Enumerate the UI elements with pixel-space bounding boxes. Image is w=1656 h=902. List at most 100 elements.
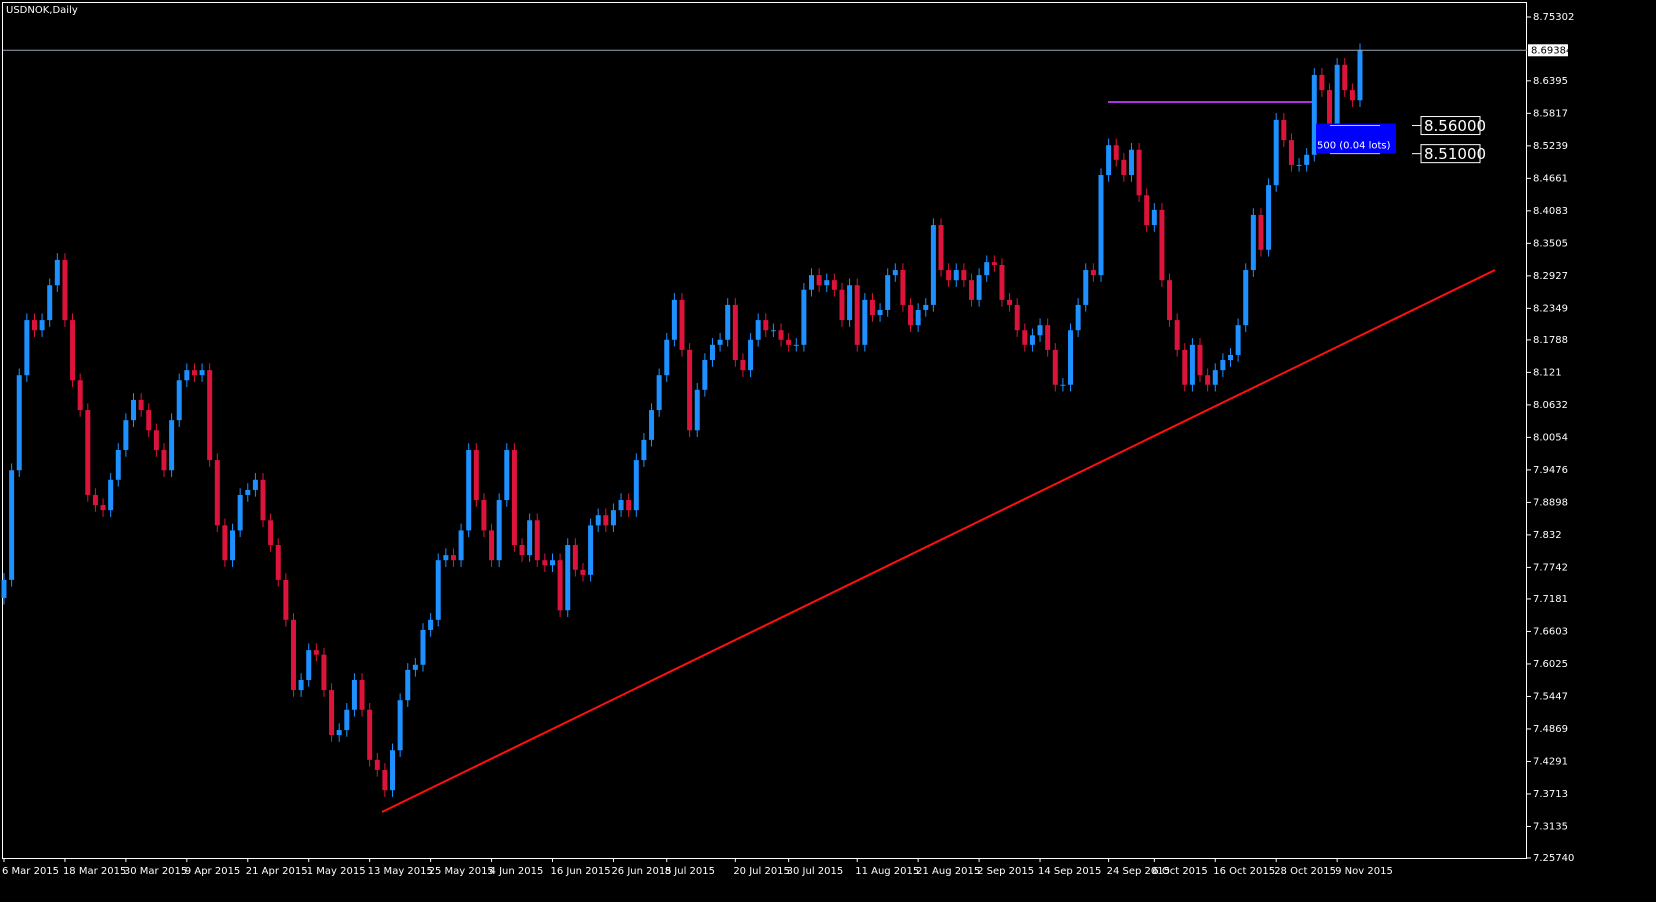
x-tick-label: 21 Aug 2015 bbox=[916, 866, 980, 877]
candle-body bbox=[222, 525, 228, 561]
candle-body bbox=[656, 375, 662, 411]
x-tick-label: 24 Sep 2015 bbox=[1107, 866, 1170, 877]
candle-body bbox=[946, 270, 952, 281]
y-tick-label: 7.9476 bbox=[1533, 465, 1568, 476]
x-tick-label: 13 May 2015 bbox=[368, 866, 433, 877]
candle-body bbox=[39, 320, 45, 331]
y-tick-label: 8.2927 bbox=[1533, 271, 1568, 282]
candle-body bbox=[92, 494, 98, 506]
y-tick-label: 8.4083 bbox=[1533, 206, 1568, 217]
candle-body bbox=[1258, 214, 1264, 250]
candle-body bbox=[519, 545, 525, 556]
candle-body bbox=[740, 360, 746, 371]
candle-body bbox=[1007, 299, 1013, 305]
candle-body bbox=[199, 370, 205, 376]
candle-body bbox=[290, 619, 296, 691]
candle-body bbox=[1167, 280, 1173, 321]
candle-body bbox=[847, 285, 853, 321]
candle-body bbox=[816, 275, 822, 286]
candle-body bbox=[580, 569, 586, 575]
candle-body bbox=[306, 650, 312, 680]
candle-body bbox=[298, 679, 304, 691]
candle-body bbox=[991, 262, 997, 265]
candle-body bbox=[252, 479, 258, 490]
candle-body bbox=[1319, 74, 1325, 91]
x-tick-label: 16 Jun 2015 bbox=[550, 866, 610, 877]
candle-body bbox=[1273, 119, 1279, 186]
y-tick-label: 7.7181 bbox=[1533, 594, 1568, 605]
order-level-label: 8.51000 bbox=[1424, 145, 1486, 163]
candle-body bbox=[1296, 164, 1302, 166]
candle-body bbox=[1106, 145, 1112, 176]
candle-body bbox=[1144, 195, 1150, 226]
candle-body bbox=[725, 304, 731, 340]
candle-body bbox=[207, 370, 213, 461]
candle-body bbox=[466, 449, 472, 531]
x-tick-label: 20 Jul 2015 bbox=[733, 866, 790, 877]
y-tick-label: 7.7742 bbox=[1533, 562, 1568, 573]
candle-body bbox=[1, 579, 7, 598]
candle-body bbox=[1022, 330, 1028, 345]
candle-body bbox=[62, 259, 68, 321]
candle-body bbox=[1189, 344, 1195, 385]
candle-body bbox=[428, 619, 434, 630]
candle-body bbox=[153, 430, 159, 450]
candle-body bbox=[702, 360, 708, 390]
candle-body bbox=[443, 555, 449, 561]
y-tick-label: 8.75302 bbox=[1533, 12, 1574, 23]
candle-body bbox=[47, 285, 53, 321]
candle-body bbox=[572, 545, 578, 570]
x-tick-label: 18 Mar 2015 bbox=[63, 866, 126, 877]
y-tick-label: 7.4869 bbox=[1533, 724, 1568, 735]
candle-body bbox=[9, 470, 15, 580]
candle-body bbox=[595, 515, 601, 526]
candle-body bbox=[184, 370, 190, 381]
y-tick-label: 7.25740 bbox=[1533, 853, 1574, 864]
candle-body bbox=[709, 344, 715, 361]
candle-body bbox=[230, 530, 236, 561]
candle-body bbox=[923, 304, 929, 310]
candle-body bbox=[16, 375, 22, 471]
x-tick-label: 26 Jun 2015 bbox=[611, 866, 671, 877]
candle-body bbox=[450, 555, 456, 561]
candle-body bbox=[313, 650, 319, 655]
chart-title: USDNOK,Daily bbox=[6, 5, 78, 16]
candle-body bbox=[869, 299, 875, 316]
candle-body bbox=[641, 439, 647, 461]
y-tick-label: 7.6025 bbox=[1533, 659, 1568, 670]
candle-body bbox=[70, 320, 76, 381]
candle-body bbox=[390, 750, 396, 791]
candle-body bbox=[1227, 354, 1233, 361]
candle-body bbox=[892, 270, 898, 276]
candle-body bbox=[1052, 349, 1058, 385]
candle-body bbox=[237, 494, 243, 531]
candle-body bbox=[481, 500, 487, 531]
candle-body bbox=[283, 579, 289, 620]
candle-body bbox=[755, 320, 761, 340]
candle-body bbox=[1037, 325, 1043, 336]
candle-body bbox=[565, 545, 571, 611]
candle-body bbox=[489, 530, 495, 561]
candle-body bbox=[900, 270, 906, 305]
candle-body bbox=[534, 520, 540, 561]
candle-body bbox=[809, 275, 815, 290]
candle-body bbox=[770, 330, 776, 332]
plot-frame bbox=[2, 2, 1527, 859]
candle-body bbox=[405, 669, 411, 701]
candle-body bbox=[351, 679, 357, 710]
candle-body bbox=[793, 344, 799, 346]
candle-body bbox=[1151, 209, 1157, 226]
x-tick-label: 8 Jul 2015 bbox=[665, 866, 715, 877]
candle-body bbox=[748, 339, 754, 371]
order-level-box bbox=[1420, 116, 1481, 136]
candle-body bbox=[763, 320, 769, 331]
candle-body bbox=[839, 289, 845, 321]
candle-body bbox=[420, 629, 426, 665]
candle-body bbox=[367, 709, 373, 760]
candle-body bbox=[953, 270, 959, 281]
candle-body bbox=[458, 530, 464, 561]
candle-body bbox=[511, 449, 517, 546]
candle-body bbox=[778, 330, 784, 340]
candle-body bbox=[1281, 119, 1287, 141]
x-tick-label: 28 Oct 2015 bbox=[1274, 866, 1336, 877]
